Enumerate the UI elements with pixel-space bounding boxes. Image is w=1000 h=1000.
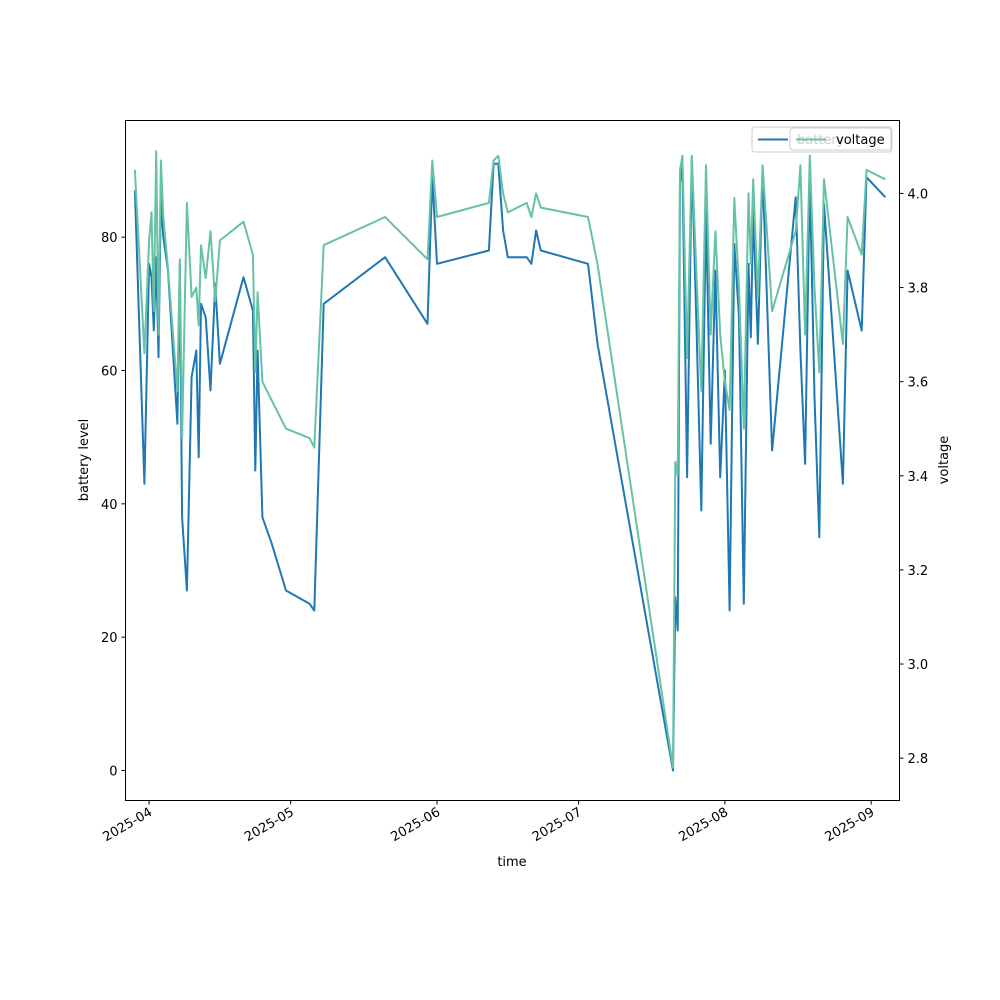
series-line-battery: [133, 156, 887, 772]
x-axis: 2025-04 2025-05 2025-06 2025-07 2025-08 2025-…: [101, 800, 878, 845]
y-tick-label: 40: [101, 498, 118, 513]
y2-tick-label: 3.4: [908, 470, 929, 485]
y-axis-left: 0 20 40 60 80: [101, 231, 126, 780]
y2-tick-label: 3.0: [908, 658, 929, 673]
x-tick-label: 2025-09: [823, 805, 878, 845]
x-tick-label: 2025-04: [101, 805, 156, 845]
y2-tick-label: 3.8: [908, 282, 929, 297]
y2-tick-label: 2.8: [908, 752, 929, 767]
legend-label-voltage: voltage: [836, 133, 885, 148]
y2-tick-label: 3.6: [908, 376, 929, 391]
y-tick-label: 20: [101, 631, 118, 646]
series-group: [133, 150, 887, 772]
x-axis-label: time: [497, 855, 526, 870]
y2-axis-label: voltage: [937, 436, 952, 485]
legend: battery voltage: [751, 126, 893, 153]
x-tick-label: 2025-08: [676, 805, 731, 845]
plot-frame: [125, 120, 900, 801]
y-tick-label: 0: [109, 765, 117, 780]
x-tick-label: 2025-05: [242, 805, 297, 845]
y-axis-label: battery level: [77, 419, 92, 502]
y2-tick-label: 3.2: [908, 564, 929, 579]
x-tick-label: 2025-06: [388, 805, 443, 845]
legend-box-overlay: [789, 127, 892, 151]
series-line-voltage: [133, 150, 886, 769]
y2-tick-label: 4.0: [908, 187, 929, 202]
x-tick-label: 2025-07: [530, 805, 585, 845]
y-axis-right: 2.8 3.0 3.2 3.4 3.6 3.8 4.0: [899, 187, 929, 767]
y-tick-label: 60: [101, 365, 118, 380]
y-tick-label: 80: [101, 231, 118, 246]
